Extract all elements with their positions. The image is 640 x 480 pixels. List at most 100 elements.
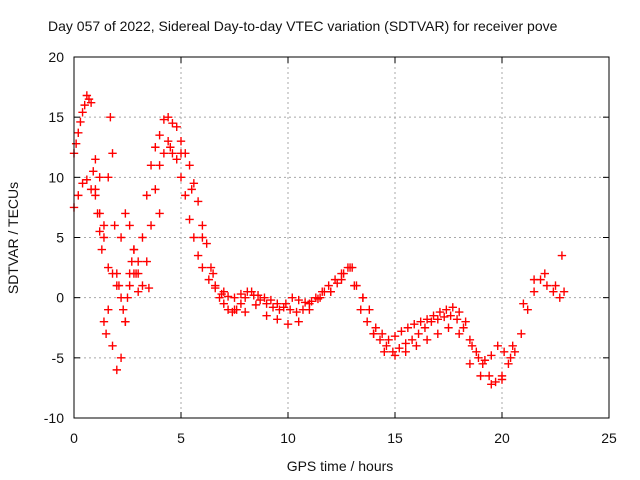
data-point-2-12: [155, 209, 164, 218]
data-point-2-20: [241, 307, 250, 317]
data-point-1-16: [138, 281, 147, 290]
data-point-1-24: [172, 155, 181, 164]
data-point-0-68: [324, 281, 333, 290]
data-point-0-77: [382, 341, 391, 350]
data-point-0-15: [101, 329, 111, 338]
data-point-1-25: [176, 173, 186, 182]
data-point-1-62: [403, 323, 413, 332]
data-point-1-58: [377, 329, 387, 338]
data-point-1-45: [294, 295, 303, 305]
data-point-2-14: [176, 149, 186, 158]
y-tick-label-2: 0: [56, 290, 64, 306]
data-point-2-49: [551, 281, 560, 290]
data-point-1-5: [91, 191, 100, 200]
data-point-0-82: [414, 329, 423, 338]
data-point-1-10: [112, 281, 121, 290]
data-point-2-23: [273, 315, 282, 324]
x-tick-label-4: 20: [494, 430, 510, 446]
data-point-0-5: [80, 100, 89, 110]
data-point-1-34: [223, 292, 233, 301]
data-point-1-70: [455, 307, 464, 317]
data-point-1-51: [333, 279, 342, 288]
data-point-2-6: [116, 353, 126, 363]
data-point-0-31: [138, 233, 147, 242]
data-point-0-23: [119, 305, 128, 314]
data-point-0-54: [236, 299, 246, 308]
data-point-0-94: [491, 377, 500, 387]
data-point-1-27: [185, 215, 194, 224]
data-point-1-56: [365, 305, 374, 314]
data-point-0-73: [356, 305, 365, 314]
y-tick-label-4: 10: [48, 169, 64, 185]
data-point-1-72: [467, 341, 477, 350]
data-point-2-39: [444, 323, 453, 332]
data-point-1-30: [198, 263, 207, 272]
x-tick-label-5: 25: [601, 430, 617, 446]
data-point-1-11: [116, 233, 126, 242]
data-point-1-41: [268, 303, 278, 312]
data-point-1-6: [95, 209, 104, 218]
data-point-2-47: [529, 275, 539, 284]
data-point-0-59: [266, 295, 276, 305]
data-point-0-99: [523, 305, 532, 314]
data-point-2-8: [125, 281, 134, 290]
data-point-0-86: [440, 312, 449, 322]
x-axis-label: GPS time / hours: [287, 458, 394, 474]
data-point-0-55: [241, 293, 250, 302]
data-point-0-90: [465, 335, 475, 344]
data-point-1-60: [390, 331, 400, 341]
data-point-0-97: [510, 347, 520, 357]
data-point-1-38: [249, 291, 258, 300]
data-point-0-63: [292, 307, 301, 317]
data-point-2-2: [99, 233, 109, 242]
data-point-2-29: [337, 275, 346, 284]
data-point-0-103: [549, 287, 558, 296]
data-point-2-42: [476, 371, 485, 381]
data-point-0-40: [176, 137, 186, 146]
data-point-1-76: [493, 341, 502, 350]
data-point-1-31: [204, 275, 214, 284]
data-point-0-104: [555, 293, 564, 302]
data-point-1-9: [108, 269, 117, 278]
data-point-2-15: [187, 185, 196, 194]
data-point-2-26: [305, 305, 314, 314]
data-point-0-4: [78, 108, 87, 117]
data-point-0-83: [420, 323, 430, 332]
data-point-2-28: [326, 287, 335, 296]
data-point-0-87: [446, 311, 455, 320]
data-point-1-37: [243, 287, 252, 296]
data-point-1-1: [74, 191, 83, 200]
grid-lines: [74, 57, 609, 418]
data-point-0-46: [202, 239, 211, 248]
data-point-0-50: [219, 299, 228, 308]
data-point-1-63: [410, 319, 419, 329]
data-point-2-4: [108, 341, 117, 350]
data-point-1-12: [121, 209, 130, 218]
data-point-0-34: [151, 143, 160, 152]
data-point-2-48: [540, 269, 549, 278]
data-point-1-59: [384, 335, 393, 344]
data-point-2-9: [129, 269, 139, 278]
data-point-0-45: [198, 221, 207, 230]
data-point-2-50: [557, 251, 567, 260]
data-point-1-75: [487, 351, 496, 360]
data-point-0-100: [529, 287, 539, 296]
data-point-0-35: [155, 131, 164, 140]
data-point-1-32: [211, 283, 220, 293]
data-point-1-20: [155, 161, 164, 170]
data-point-2-5: [112, 365, 121, 375]
data-point-0-25: [123, 293, 132, 302]
data-point-1-8: [104, 263, 113, 272]
data-point-1-40: [262, 299, 271, 308]
data-point-0-14: [99, 317, 109, 326]
data-point-0-36: [159, 115, 169, 124]
data-point-1-78: [506, 353, 515, 363]
data-point-1-7: [99, 221, 109, 230]
data-point-0-80: [401, 339, 410, 348]
data-point-0-32: [142, 191, 151, 200]
x-tick-label-1: 5: [177, 430, 185, 446]
data-point-2-18: [219, 287, 228, 296]
data-point-2-3: [104, 305, 113, 314]
y-tick-label-0: -10: [44, 410, 64, 426]
